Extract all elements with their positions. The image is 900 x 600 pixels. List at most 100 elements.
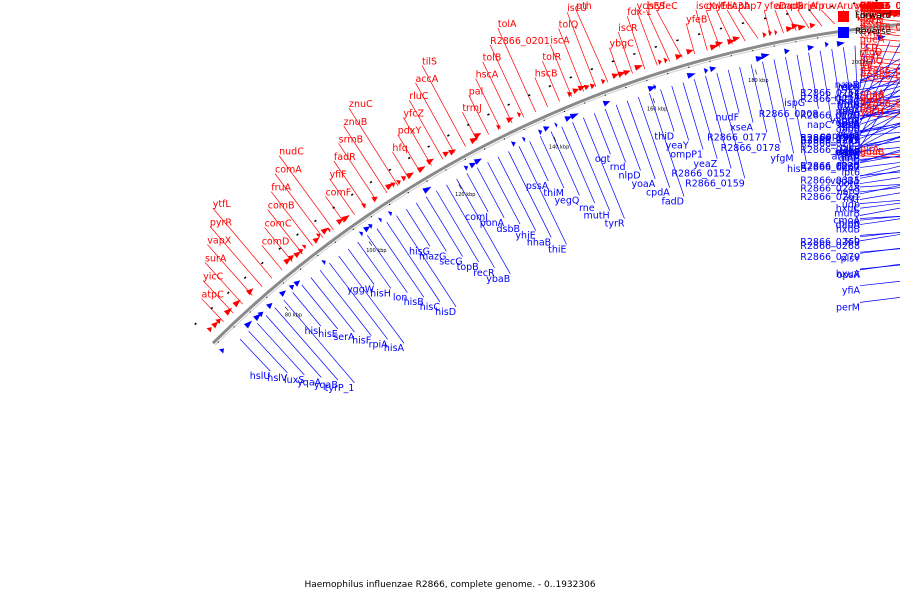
gene-label: R2866_0348 [860, 71, 900, 82]
forward-gene-glyph [283, 257, 292, 265]
leader-line [310, 277, 355, 333]
leader-line [796, 54, 806, 99]
gene-label: corC [838, 178, 860, 189]
feature-dot [543, 119, 545, 121]
feature-dot [484, 148, 486, 150]
leader-line [301, 284, 339, 330]
feature-mark [314, 219, 317, 223]
gene-label: yfeB [686, 14, 707, 25]
feature-dot [688, 66, 690, 68]
gene-label: yhjE [515, 231, 535, 242]
leader-line [737, 9, 759, 39]
gene-label: hap1 [860, 11, 884, 22]
gene-label: R2866_0298 [860, 1, 900, 12]
reverse-swatch [838, 26, 849, 38]
gene-label: iscU [567, 3, 587, 14]
forward-swatch [838, 10, 849, 22]
gene-label: rdgB [860, 1, 882, 12]
gene-label: tolA [498, 19, 517, 30]
gene-label: R2866_0315 [800, 176, 860, 187]
gene-label: copZ2 [860, 1, 890, 12]
gene-label: hslU [250, 371, 271, 382]
feature-mark [427, 145, 431, 148]
gene-label: yeaY [666, 140, 689, 151]
gene-label: menF [860, 1, 887, 12]
leader-line [518, 146, 567, 245]
gene-label: mog [839, 123, 860, 134]
feature-mark [260, 261, 264, 265]
gene-label: metJ [860, 1, 882, 12]
gene-label: ampG [775, 1, 803, 12]
feature-dot [370, 216, 372, 218]
reverse-gene-glyph [266, 302, 273, 310]
gene-label: cutE [839, 90, 860, 101]
reverse-gene-glyph [463, 165, 469, 171]
gene-label: birA [860, 144, 880, 155]
gene-label: napA [836, 107, 861, 118]
leader-line [425, 196, 463, 257]
gene-label: mtr [843, 194, 860, 205]
leader-line [376, 228, 425, 298]
gene-label: ruvA [821, 1, 844, 12]
tick-mark [859, 50, 862, 56]
leader-line [626, 100, 656, 180]
reverse-gene-glyph [510, 141, 516, 147]
gene-label: hisA [384, 343, 405, 354]
reverse-gene-glyph [647, 86, 657, 92]
tick-label: 160 kbp [647, 107, 667, 113]
leader-line [716, 9, 733, 45]
gene-label: R2866_0152 [671, 169, 731, 180]
feature-dot [646, 79, 648, 81]
gene-label: guaA [860, 92, 885, 103]
feature-dot [334, 241, 337, 243]
gene-label: comA [275, 165, 302, 176]
leader-line [329, 178, 355, 216]
forward-gene-glyph [623, 70, 631, 76]
gene-label: hisD [435, 307, 456, 318]
gene-label: menH [860, 1, 888, 12]
forward-gene-glyph [335, 218, 344, 226]
legend: Forward Reverse [838, 8, 891, 40]
reverse-gene-glyph [542, 126, 550, 132]
leader-line [859, 113, 900, 134]
gene-label: ponA [480, 218, 505, 229]
feature-mark [388, 168, 392, 172]
reverse-gene-glyph [686, 72, 696, 79]
gene-label: ruvB [860, 1, 882, 12]
forward-gene-glyph [809, 22, 816, 29]
leader-line [716, 72, 746, 179]
reverse-gene-glyph [469, 162, 477, 169]
reverse-gene-glyph [824, 41, 829, 48]
leader-line [329, 262, 388, 340]
leader-line [785, 56, 808, 165]
gene-label: atpC [202, 290, 225, 301]
forward-gene-glyph [726, 39, 736, 45]
leader-line [333, 160, 366, 208]
forward-gene-glyph [663, 57, 668, 64]
leader-line [762, 61, 781, 143]
gene-label: rluC [409, 91, 429, 102]
leader-line [859, 89, 900, 120]
reverse-gene-glyph [257, 311, 264, 318]
feature-mark [278, 247, 282, 250]
gene-label: trmJ [462, 103, 482, 114]
gene-label: R2866_0235 [800, 161, 860, 172]
forward-gene-glyph [685, 49, 694, 55]
feature-dot [604, 94, 606, 96]
gene-label: relA [841, 119, 860, 130]
forward-gene-glyph [768, 29, 772, 36]
tick-label: 100 kbp [366, 248, 386, 254]
feature-dot [563, 110, 565, 113]
leader-line [542, 60, 560, 102]
reverse-gene-glyph [569, 113, 579, 120]
gene-label: queA [860, 35, 885, 46]
forward-gene-glyph [206, 327, 212, 333]
gene-label: tolR [542, 52, 561, 63]
gene-label: nudC [279, 147, 304, 158]
gene-label: nudF [716, 113, 740, 124]
leader-line [534, 77, 548, 107]
gene-label: R2866_0341 [860, 66, 900, 77]
gene-label: adk [786, 1, 804, 12]
gene-label: yohI [860, 1, 880, 12]
gene-label: hisC [420, 302, 441, 313]
